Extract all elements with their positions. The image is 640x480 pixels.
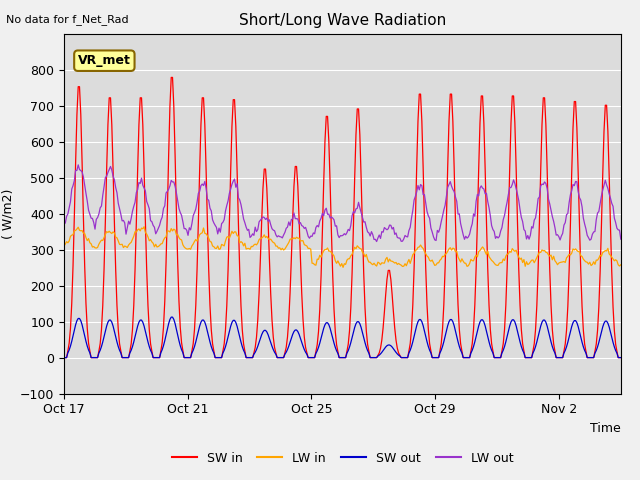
SW in <box>572 99 579 105</box>
SW out <box>617 355 625 360</box>
LW out <box>503 199 511 205</box>
LW out <box>74 162 82 168</box>
SW out <box>448 317 456 323</box>
Title: Short/Long Wave Radiation: Short/Long Wave Radiation <box>239 13 446 28</box>
SW in <box>502 302 509 308</box>
SW out <box>572 318 579 324</box>
LW out <box>104 169 112 175</box>
SW out <box>490 355 498 360</box>
LW in <box>103 229 111 235</box>
Text: VR_met: VR_met <box>78 54 131 67</box>
SW in <box>448 91 456 97</box>
LW out <box>372 239 380 244</box>
Y-axis label: ( W/m2): ( W/m2) <box>1 189 14 239</box>
SW out <box>385 342 392 348</box>
LW in <box>449 245 457 251</box>
LW out <box>386 222 394 228</box>
X-axis label: Time: Time <box>590 422 621 435</box>
SW in <box>168 74 175 80</box>
LW in <box>617 262 625 268</box>
SW in <box>490 355 498 360</box>
SW out <box>502 339 509 345</box>
SW in <box>385 267 392 273</box>
Line: SW out: SW out <box>64 317 621 358</box>
SW in <box>617 355 625 360</box>
LW out <box>449 187 457 192</box>
LW in <box>503 252 511 257</box>
Line: SW in: SW in <box>64 77 621 358</box>
Legend: SW in, LW in, SW out, LW out: SW in, LW in, SW out, LW out <box>166 447 518 469</box>
LW in <box>140 224 148 229</box>
LW out <box>573 179 580 185</box>
SW in <box>103 167 111 173</box>
LW out <box>617 236 625 242</box>
SW in <box>60 355 68 360</box>
LW in <box>60 243 68 249</box>
LW in <box>492 262 499 267</box>
Line: LW in: LW in <box>64 227 621 267</box>
LW in <box>573 248 580 253</box>
LW out <box>492 236 499 241</box>
Line: LW out: LW out <box>64 165 621 241</box>
Text: No data for f_Net_Rad: No data for f_Net_Rad <box>6 14 129 25</box>
LW in <box>339 264 347 270</box>
SW out <box>60 355 68 360</box>
LW out <box>60 220 68 226</box>
SW out <box>168 314 175 320</box>
SW out <box>103 323 111 329</box>
LW in <box>386 256 394 262</box>
